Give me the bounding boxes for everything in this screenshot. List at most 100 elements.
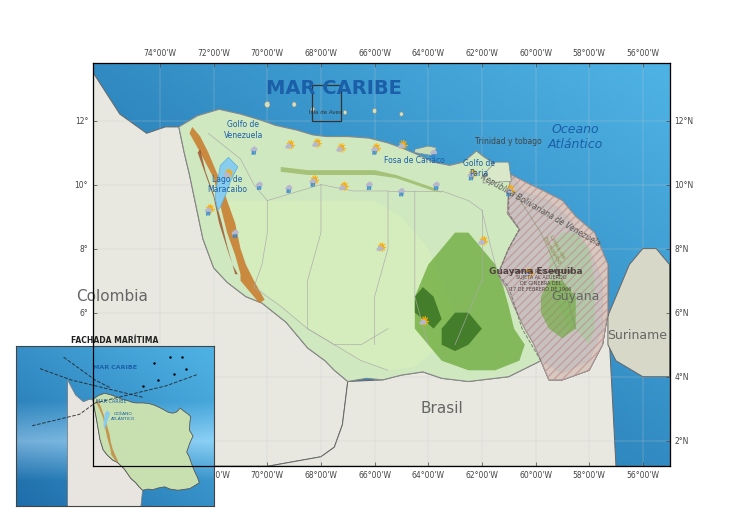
Circle shape <box>434 150 437 155</box>
Circle shape <box>402 189 405 193</box>
Circle shape <box>469 173 472 177</box>
Circle shape <box>526 271 530 276</box>
Circle shape <box>312 144 315 147</box>
Circle shape <box>527 272 531 276</box>
Circle shape <box>254 147 257 151</box>
Circle shape <box>252 146 257 151</box>
Circle shape <box>292 102 296 107</box>
Circle shape <box>367 183 371 187</box>
Circle shape <box>260 183 263 187</box>
Circle shape <box>398 190 401 193</box>
Polygon shape <box>93 393 199 490</box>
Polygon shape <box>93 313 670 466</box>
Circle shape <box>208 208 212 212</box>
Circle shape <box>225 172 230 177</box>
Circle shape <box>207 207 211 212</box>
Polygon shape <box>179 110 541 381</box>
Text: OCÉANO
ATLÁNTICO: OCÉANO ATLÁNTICO <box>111 412 135 421</box>
Circle shape <box>310 180 314 184</box>
Circle shape <box>472 173 475 177</box>
Circle shape <box>401 142 405 147</box>
Polygon shape <box>215 157 238 210</box>
Polygon shape <box>96 399 118 462</box>
Polygon shape <box>103 410 110 429</box>
Circle shape <box>227 171 231 176</box>
Circle shape <box>400 143 404 148</box>
Circle shape <box>336 148 339 152</box>
Circle shape <box>430 151 433 155</box>
Polygon shape <box>190 127 265 303</box>
Circle shape <box>286 186 289 190</box>
Circle shape <box>310 180 312 184</box>
Circle shape <box>312 177 317 182</box>
Circle shape <box>377 247 381 251</box>
Text: Línea de
Essequibo: Línea de Essequibo <box>542 232 567 265</box>
Circle shape <box>339 146 342 151</box>
Circle shape <box>525 272 528 277</box>
Circle shape <box>431 151 434 155</box>
Polygon shape <box>214 201 455 370</box>
Bar <box>312 85 341 121</box>
Circle shape <box>399 144 403 148</box>
Circle shape <box>251 147 255 152</box>
Polygon shape <box>415 146 436 156</box>
Circle shape <box>366 183 369 187</box>
Circle shape <box>375 147 378 151</box>
Text: Trinidad y tobago: Trinidad y tobago <box>475 137 542 146</box>
Circle shape <box>340 147 343 151</box>
Circle shape <box>228 173 231 177</box>
Circle shape <box>313 179 316 183</box>
Circle shape <box>373 146 377 151</box>
Circle shape <box>234 230 237 234</box>
Text: Suriname: Suriname <box>607 329 667 342</box>
Circle shape <box>286 144 289 148</box>
Polygon shape <box>498 175 608 380</box>
Circle shape <box>368 182 372 187</box>
Circle shape <box>372 147 376 152</box>
Text: MAR CARIBE: MAR CARIBE <box>96 399 126 404</box>
Circle shape <box>374 145 379 150</box>
Circle shape <box>343 110 347 115</box>
Circle shape <box>508 187 513 192</box>
Circle shape <box>482 241 485 244</box>
Circle shape <box>224 174 227 178</box>
Circle shape <box>341 185 345 190</box>
Circle shape <box>337 147 341 152</box>
Circle shape <box>343 186 346 190</box>
Text: Guyana: Guyana <box>551 290 600 303</box>
Circle shape <box>289 142 293 147</box>
Text: ZONA EN RECLAMACIÓN
SUJETA AL ACUERDO
DE GINEBRA DEL
17 DE FEBRERO DE 1966: ZONA EN RECLAMACIÓN SUJETA AL ACUERDO DE… <box>510 269 571 292</box>
Circle shape <box>339 145 344 150</box>
Polygon shape <box>198 149 238 274</box>
Circle shape <box>208 206 212 211</box>
Circle shape <box>287 185 291 190</box>
Circle shape <box>342 183 347 189</box>
Text: Fosa de Cariaco: Fosa de Cariaco <box>385 156 445 165</box>
Circle shape <box>400 188 404 193</box>
Circle shape <box>434 182 439 187</box>
Circle shape <box>287 143 291 148</box>
Circle shape <box>437 183 440 187</box>
Circle shape <box>509 189 513 193</box>
Polygon shape <box>549 233 594 345</box>
Text: MAR CARIBE: MAR CARIBE <box>266 79 403 98</box>
Circle shape <box>311 107 315 112</box>
Circle shape <box>373 108 376 114</box>
Polygon shape <box>493 162 608 380</box>
Text: República Bolivariana de Venezuela: República Bolivariana de Venezuela <box>479 172 603 248</box>
Text: Lago de
Maracaibo: Lago de Maracaibo <box>207 175 247 194</box>
Circle shape <box>423 318 427 323</box>
Text: Golfo de
Venezuela: Golfo de Venezuela <box>223 121 263 140</box>
Circle shape <box>315 140 320 146</box>
Circle shape <box>286 145 289 149</box>
Circle shape <box>257 183 260 187</box>
Circle shape <box>433 183 436 187</box>
Circle shape <box>399 189 403 193</box>
Circle shape <box>507 188 511 193</box>
Circle shape <box>265 101 270 108</box>
Text: Isla de Aves: Isla de Aves <box>309 110 341 115</box>
Circle shape <box>316 143 319 147</box>
Circle shape <box>478 241 481 245</box>
Circle shape <box>471 171 475 176</box>
Circle shape <box>376 247 379 251</box>
